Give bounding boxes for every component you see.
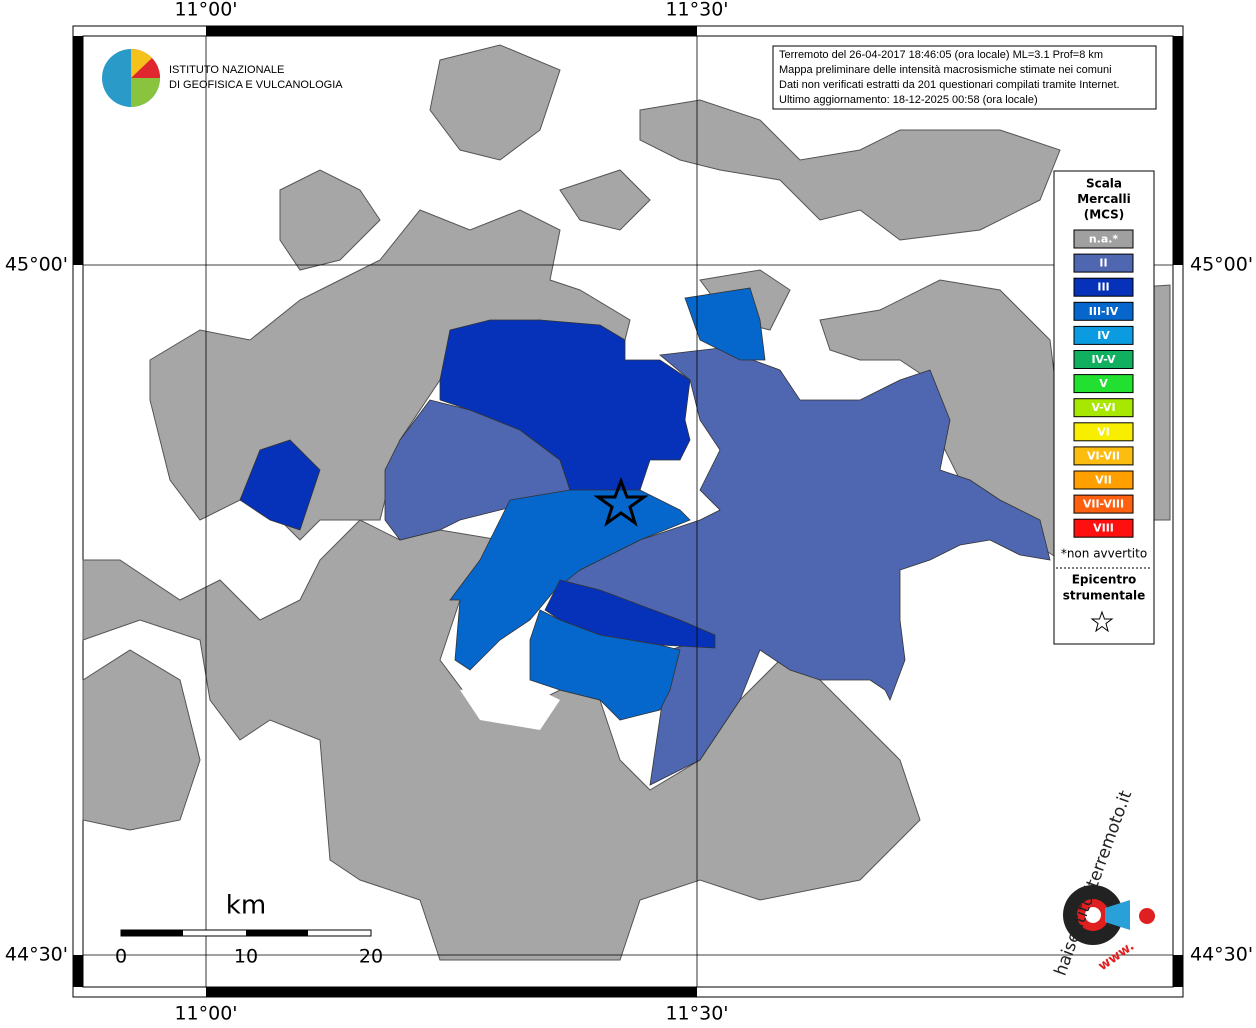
scale-tick: 20 [359, 946, 383, 968]
legend-label: VI-VII [1087, 449, 1120, 462]
legend-label: VIII [1093, 522, 1114, 535]
legend-swatch [1073, 374, 1134, 394]
legend-label: III [1097, 281, 1109, 294]
axis-label: 45°00' [1190, 254, 1253, 276]
legend-swatch [1073, 422, 1134, 442]
grid [83, 36, 1173, 987]
legend: ScalaMercalli(MCS)n.a.*IIIIIIII-IVIVIV-V… [1056, 177, 1152, 633]
scale-bar: km 0 10 20 [115, 891, 383, 968]
legend-label: IV-V [1091, 353, 1116, 366]
legend-label: V-VI [1091, 401, 1115, 414]
axis-label: 11°30' [665, 0, 728, 21]
info-line: Mappa preliminare delle intensità macros… [779, 64, 1112, 76]
gap [460, 680, 560, 730]
legend-swatch [1073, 446, 1134, 466]
logo-text: ISTITUTO NAZIONALE [169, 64, 284, 76]
epicenter-star [593, 476, 649, 527]
legend-note: *non avvertito [1061, 547, 1147, 561]
legend-swatch [1073, 253, 1134, 273]
legend-swatch [1073, 277, 1134, 297]
axis-label: 45°00' [5, 254, 68, 276]
logo-text: DI GEOFISICA E VULCANOLOGIA [169, 79, 343, 91]
legend-title: (MCS) [1084, 208, 1125, 222]
legend-swatch [1073, 350, 1134, 369]
legend-swatch [1073, 470, 1134, 490]
legend-label: VII [1095, 474, 1112, 487]
legend-epicenter: strumentale [1063, 589, 1146, 603]
legend-label: III-IV [1089, 305, 1119, 318]
legend-epicenter: Epicentro [1072, 573, 1137, 587]
info-text: Terremoto del 26-04-2017 18:46:05 (ora l… [779, 49, 1120, 106]
info-line: Ultimo aggiornamento: 18-12-2025 00:58 (… [779, 94, 1038, 106]
legend-label: n.a.* [1089, 233, 1119, 246]
legend-swatch [1073, 229, 1134, 249]
legend-label: VII-VIII [1083, 498, 1124, 511]
axis-label: 11°00' [174, 0, 237, 21]
legend-swatch [1073, 325, 1134, 345]
legend-star [1090, 610, 1114, 633]
legend-label: V [1099, 377, 1108, 390]
axis-label: 44°30' [5, 944, 68, 966]
legend-label: VI [1097, 425, 1110, 438]
info-line: Terremoto del 26-04-2017 18:46:05 (ora l… [779, 49, 1103, 61]
intensity-areas [239, 287, 1051, 786]
legend-label: II [1099, 257, 1107, 270]
info-box [772, 45, 1157, 110]
legend-swatch [1073, 398, 1134, 418]
axis-label: 11°30' [665, 1003, 728, 1025]
legend-title: Mercalli [1077, 192, 1131, 206]
legend-swatch [1073, 301, 1134, 321]
border-bars [73, 26, 1183, 997]
axis-label: 44°30' [1190, 944, 1253, 966]
scale-tick: 10 [234, 946, 258, 968]
info-line: Dati non verificati estratti da 201 ques… [779, 79, 1120, 91]
legend-label: IV [1097, 329, 1110, 342]
scale-unit: km [226, 891, 266, 921]
scale-tick: 0 [115, 946, 127, 968]
ingv-logo: ISTITUTO NAZIONALE DI GEOFISICA E VULCAN… [102, 49, 343, 107]
legend-title: Scala [1086, 177, 1122, 191]
axis-label: 11°00' [174, 1003, 237, 1025]
legend-swatch [1073, 494, 1134, 514]
legend-swatch [1073, 518, 1134, 538]
